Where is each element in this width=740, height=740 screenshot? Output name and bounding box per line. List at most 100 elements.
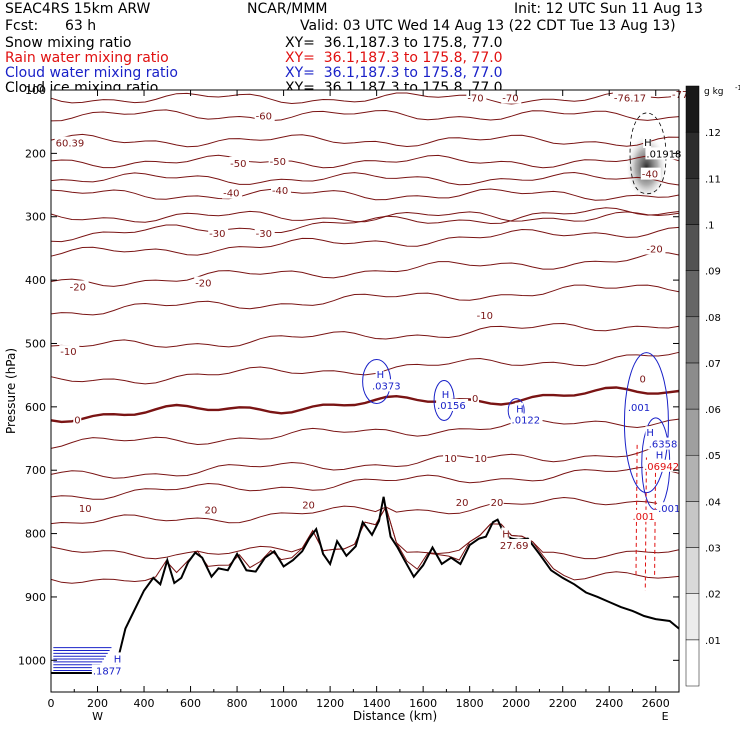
x-axis-label: Distance (km) — [353, 709, 437, 723]
contour-label: .0156 — [437, 401, 466, 412]
contour-label: -30 — [209, 229, 225, 240]
colorbar-label: .01 — [705, 636, 721, 647]
contour-label: 20 — [205, 505, 218, 516]
contour-label-bg — [647, 437, 680, 450]
contour-label: -20 — [195, 279, 211, 290]
contour-label-bg — [222, 186, 243, 199]
isotherm-line — [50, 351, 680, 385]
contour-label: .0373 — [372, 381, 401, 392]
contour-label: -40 — [223, 189, 239, 200]
colorbar-swatch — [685, 593, 700, 641]
contour-label-bg — [370, 379, 403, 392]
contour-label: -20 — [646, 244, 662, 255]
contour-label: -77.5 — [672, 90, 698, 101]
x-tick-label: 0 — [48, 697, 55, 710]
colorbar-label: .1 — [705, 220, 715, 231]
colorbar-swatch — [685, 85, 700, 133]
snow-contour — [629, 112, 667, 195]
colorbar-swatch — [685, 408, 700, 456]
x-tick-label: 1200 — [316, 697, 344, 710]
contour-label-bg — [270, 184, 291, 197]
isotherm-line — [50, 154, 680, 169]
contour-label: -40 — [642, 170, 658, 181]
contour-label-bg — [73, 413, 82, 426]
colorbar-label: .11 — [705, 174, 721, 185]
contour-label-bg — [643, 459, 682, 472]
isotherm-line — [50, 133, 680, 148]
isotherm-line — [50, 91, 680, 105]
colorbar-swatch — [685, 270, 700, 318]
y-tick-label: 100 — [25, 84, 46, 97]
contour-label-bg — [645, 147, 684, 160]
contour-label: -20 — [70, 282, 86, 293]
contour-label-bg — [59, 345, 80, 358]
field-cloud-xy: XY= 36.1,187.3 to 175.8, 77.0 — [285, 65, 503, 81]
contour-label: H — [502, 530, 510, 541]
west-label: W — [92, 710, 103, 723]
x-tick-label: 2000 — [502, 697, 530, 710]
isotherm-line — [50, 445, 680, 479]
colorbar-label: .03 — [705, 544, 721, 555]
isotherm-line — [50, 466, 680, 500]
model-title: SEAC4RS 15km ARW — [5, 1, 151, 17]
contour-label-bg — [510, 413, 543, 426]
contour-label: -10 — [477, 311, 493, 322]
contour-label: 10 — [474, 454, 487, 465]
contour-label-bg — [77, 502, 92, 515]
contour-label-bg — [268, 154, 289, 167]
contour-label-bg — [645, 426, 654, 439]
fcst-label: Fcst: — [5, 18, 39, 34]
colorbar-swatch — [685, 639, 700, 687]
contour-label: .6358 — [649, 440, 678, 451]
contour-label: .06942 — [644, 462, 679, 473]
contour-label-bg — [626, 400, 653, 413]
contour-label-bg — [229, 156, 250, 169]
y-axis-label: Pressure (hPa) — [4, 348, 18, 434]
freezing-level-line — [50, 386, 680, 424]
contour-label-bg — [475, 308, 496, 321]
x-tick-label: 200 — [87, 697, 108, 710]
contour-label-bg — [489, 495, 504, 508]
contour-label: .001 — [628, 403, 650, 414]
contour-label: 60.39 — [56, 139, 85, 150]
colorbar: .01 .02 .03 .04 .05 .06 .07 .08 .09 .1 .11 .12 g kg -… — [685, 84, 740, 687]
contour-label: H — [646, 428, 654, 439]
colorbar-swatch — [685, 131, 700, 179]
isotherm-line — [50, 207, 680, 243]
contour-label-bg — [638, 372, 647, 385]
contour-label-bg — [54, 136, 87, 149]
colorbar-label: .09 — [705, 267, 721, 278]
contour-label: -70 — [502, 94, 518, 105]
contour-label: -70 — [467, 94, 483, 105]
field-cloud-name: Cloud water mixing ratio — [5, 65, 178, 81]
contour-label-bg — [612, 91, 651, 104]
contour-label: 27.69 — [500, 541, 529, 552]
contour-label-bg — [436, 398, 469, 411]
contour-label-bg — [515, 402, 524, 415]
contour-label-bg — [208, 227, 229, 240]
y-tick-label: 200 — [25, 147, 46, 160]
colorbar-swatch — [685, 224, 700, 271]
colorbar-label: .05 — [705, 451, 721, 462]
colorbar-label: .02 — [705, 590, 721, 601]
colorbar-label: .04 — [705, 497, 721, 508]
y-tick-label: 1000 — [18, 654, 46, 667]
contour-label-bg — [454, 495, 469, 508]
colorbar-unit: g kg — [704, 87, 724, 97]
plot-frame — [50, 89, 680, 693]
contour-label: -50 — [270, 157, 286, 168]
y-tick-label: 800 — [25, 528, 46, 541]
contour-label: H — [114, 654, 122, 665]
isotherm-line — [50, 188, 680, 201]
contour-label: -76.17 — [614, 94, 646, 105]
colorbar-label: .12 — [705, 128, 721, 139]
isotherm-line — [50, 226, 680, 257]
isotherm-line — [50, 171, 680, 186]
contour-label-bg — [375, 367, 384, 380]
colorbar-swatch — [685, 362, 700, 410]
contour-label: 0 — [74, 416, 80, 427]
field-rain-xy: XY= 36.1,187.3 to 175.8, 77.0 — [285, 50, 503, 66]
isotherm-line — [50, 210, 680, 223]
contour-label: -10 — [60, 347, 76, 358]
isotherm-line — [50, 418, 680, 449]
